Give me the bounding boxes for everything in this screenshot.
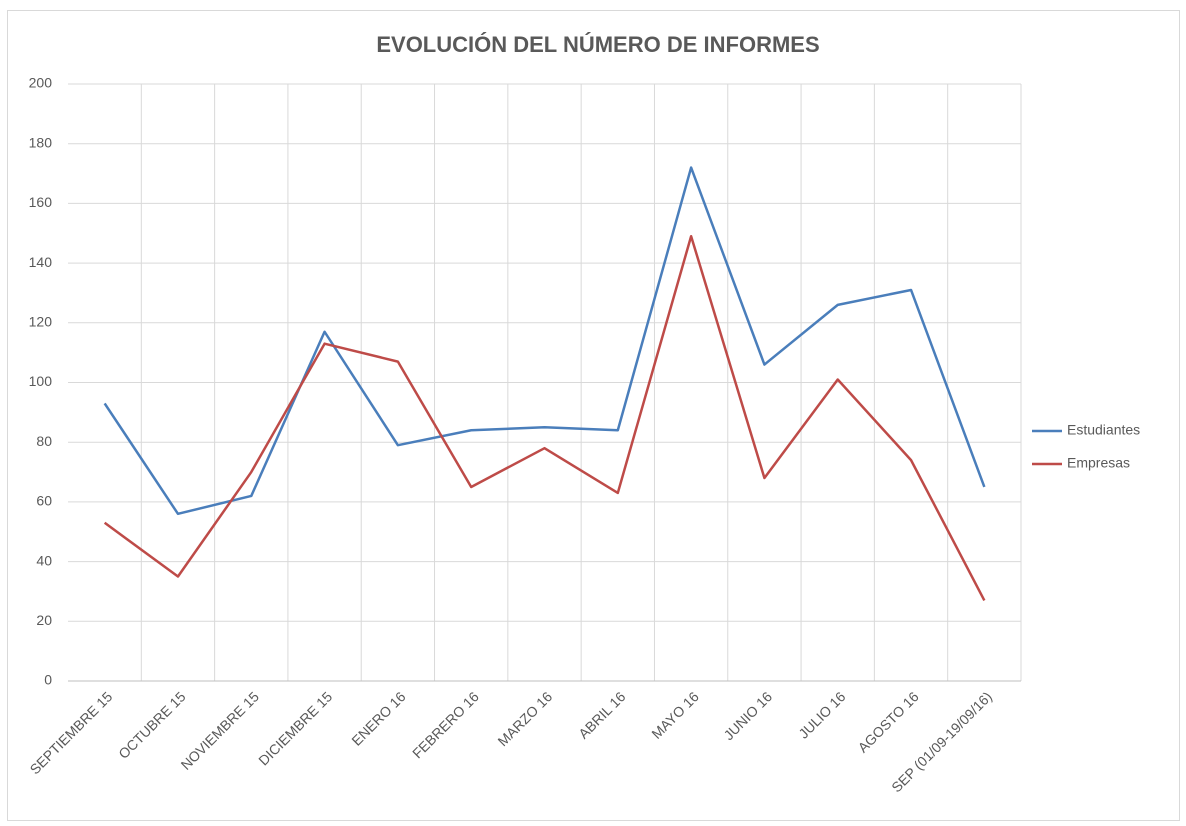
y-tick-label: 160: [29, 194, 53, 210]
y-tick-label: 180: [29, 134, 53, 150]
chart-border: [7, 10, 1180, 821]
series-line: [103, 234, 986, 601]
y-tick-label: 80: [36, 433, 52, 449]
legend-label: Empresas: [1067, 455, 1130, 471]
legend-label: Estudiantes: [1067, 422, 1140, 438]
y-tick-label: 120: [29, 314, 53, 330]
y-tick-label: 40: [36, 552, 52, 568]
series-line: [103, 166, 986, 516]
y-tick-label: 200: [29, 75, 53, 91]
chart-title: EVOLUCIÓN DEL NÚMERO DE INFORMES: [376, 32, 819, 57]
y-tick-label: 20: [36, 612, 52, 628]
y-tick-label: 60: [36, 493, 52, 509]
y-tick-label: 140: [29, 254, 53, 270]
y-tick-label: 0: [44, 672, 52, 688]
y-tick-label: 100: [29, 373, 53, 389]
